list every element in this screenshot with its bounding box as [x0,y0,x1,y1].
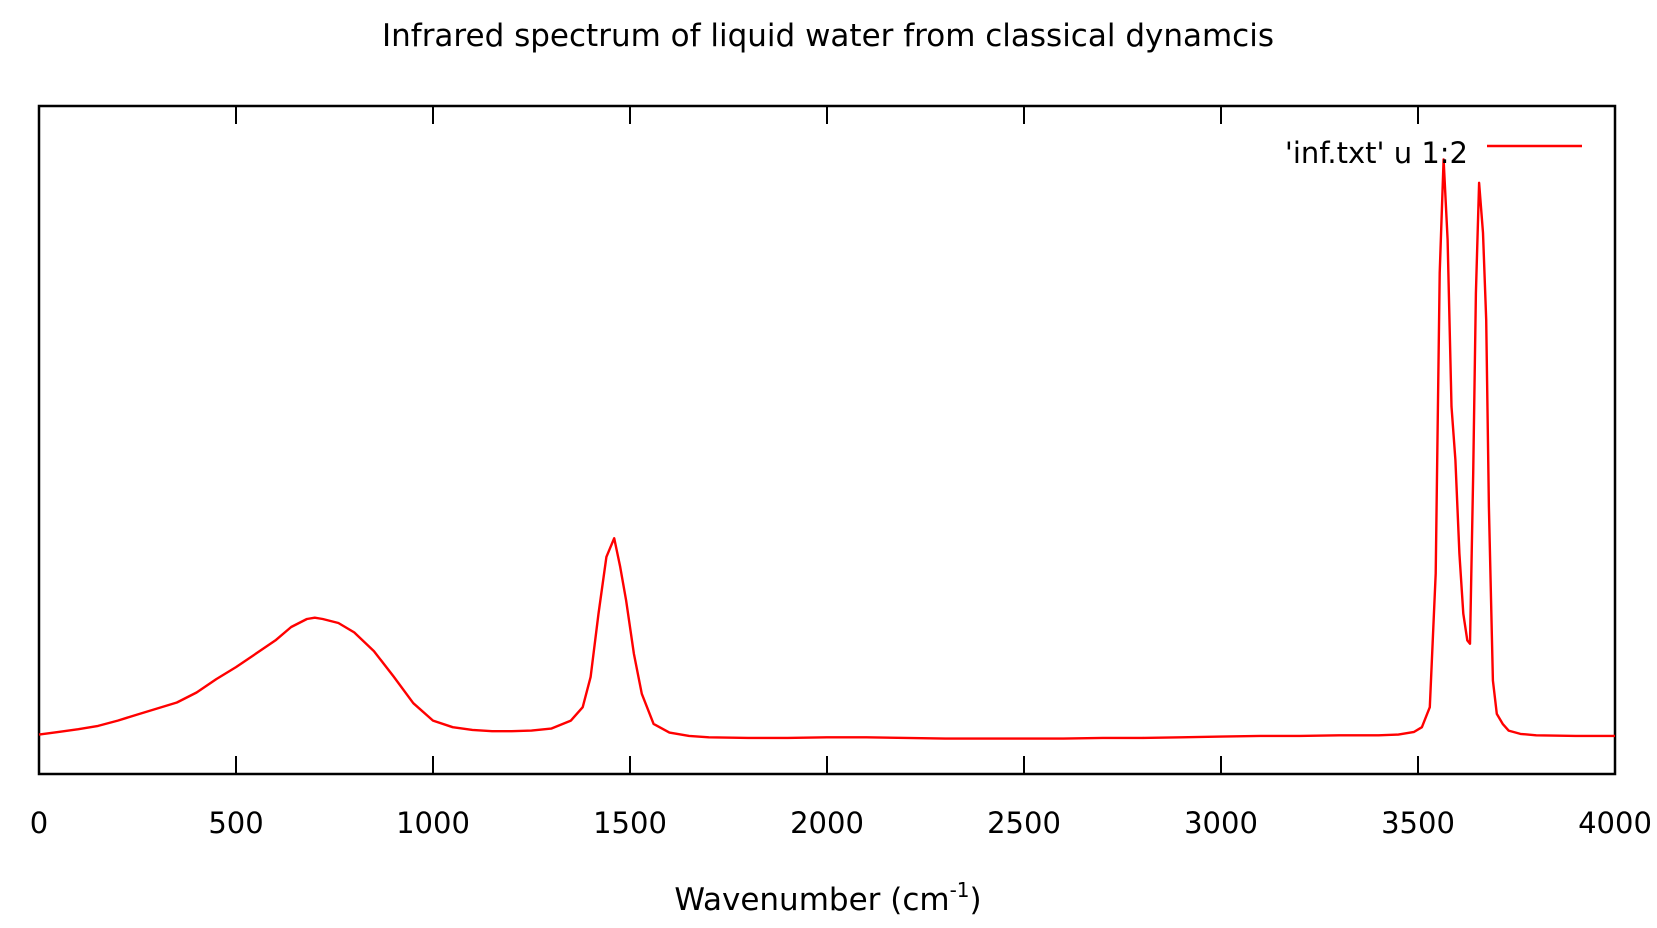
x-tick-label: 1000 [396,806,470,840]
x-tick-label: 1500 [593,806,667,840]
x-tick-label: 2000 [790,806,864,840]
x-axis-label-prefix: Wavenumber (cm [674,882,949,918]
legend: 'inf.txt' u 1:2 [1285,136,1582,170]
x-tick-label: 3000 [1184,806,1258,840]
chart-title: Infrared spectrum of liquid water from c… [382,18,1274,54]
x-axis-label-suffix: ) [970,882,982,918]
x-tick-label: 500 [208,806,263,840]
legend-entry-label: 'inf.txt' u 1:2 [1285,136,1468,170]
x-tick-label: 0 [30,806,48,840]
plot-frame [37,104,1617,776]
x-tick-labels: 0 500 1000 1500 2000 2500 3000 3500 4000 [30,806,1652,840]
series-line-inf-txt [38,158,1615,740]
x-axis-label-superscript: -1 [950,878,970,902]
x-ticks [235,106,1419,774]
x-axis-label: Wavenumber (cm-1) [674,878,981,918]
x-tick-label: 3500 [1381,806,1455,840]
x-tick-label: 2500 [987,806,1061,840]
x-tick-label: 4000 [1578,806,1652,840]
